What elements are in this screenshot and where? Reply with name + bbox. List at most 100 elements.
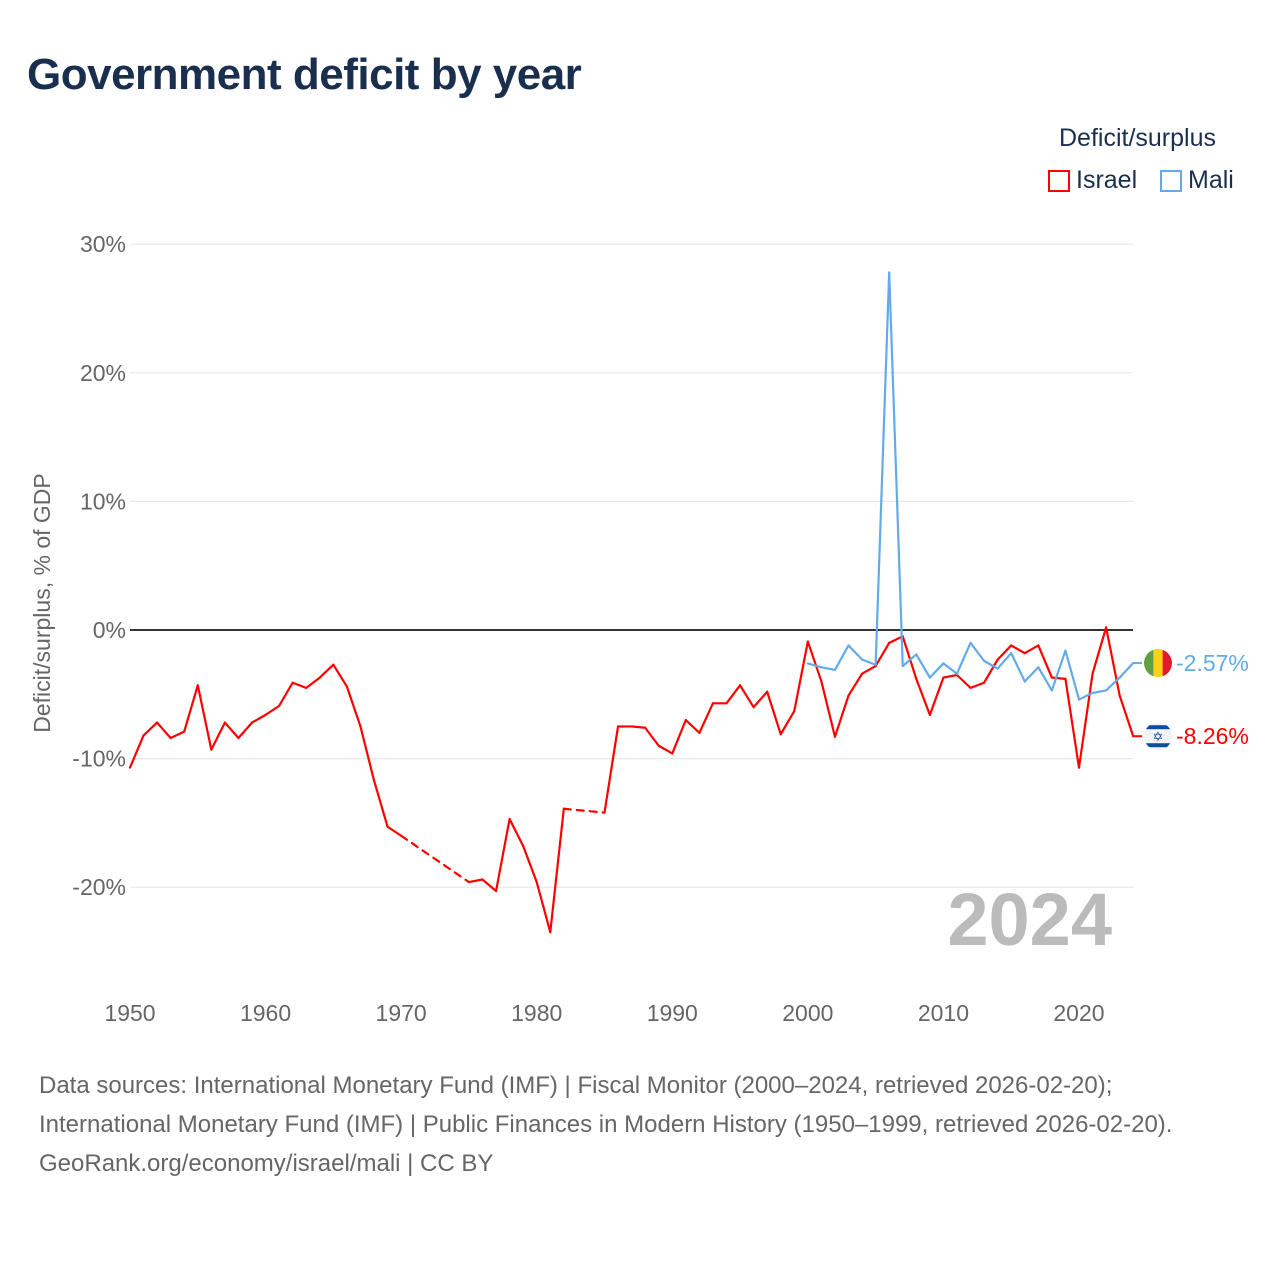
x-tick-label: 2000 (782, 1000, 833, 1026)
footer: Data sources: International Monetary Fun… (39, 1066, 1239, 1183)
israel-line-segment (955, 673, 972, 689)
israel-line-segment (657, 744, 674, 755)
star-of-david-icon: ✡ (1153, 730, 1164, 745)
israel-end-value-label: -8.26% (1176, 723, 1249, 749)
y-axis-label: Deficit/surplus, % of GDP (29, 473, 55, 732)
israel-line-segment (793, 640, 809, 713)
israel-line-segment (982, 658, 999, 684)
legend-item-mali[interactable]: Mali (1160, 166, 1234, 195)
israel-line-segment (345, 685, 362, 728)
mali-line-segment (820, 666, 837, 671)
y-tick-label: 10% (80, 488, 126, 514)
israel-line-segment (766, 690, 782, 736)
israel-line-segment (400, 834, 471, 884)
israel-line-segment (1105, 626, 1121, 697)
israel-line-segment (169, 730, 186, 740)
flag-stripe (1153, 649, 1164, 678)
israel-line-segment (752, 690, 769, 709)
y-tick-label: 30% (80, 231, 126, 257)
israel-line-segment (522, 844, 538, 884)
israel-line-segment (318, 663, 335, 679)
mali-line-segment (1023, 666, 1040, 683)
flag-stripe (1144, 743, 1172, 748)
israel-line-segment (942, 673, 959, 679)
israel-line-segment (264, 704, 281, 716)
israel-line-segment (874, 641, 891, 668)
israel-line-segment (888, 635, 904, 644)
y-tick-label: 20% (80, 360, 126, 386)
israel-line-segment (1023, 644, 1040, 655)
mali-line-segment (955, 641, 972, 675)
mali-line-segment (928, 662, 945, 679)
israel-line-segment (1037, 644, 1053, 679)
y-tick-label: -20% (72, 874, 126, 900)
mali-line-segment (860, 658, 877, 666)
israel-line-segment (1010, 644, 1026, 655)
source-line-1: Data sources: International Monetary Fun… (39, 1072, 1113, 1099)
mali-line-segment (806, 662, 823, 669)
flag-stripe (1144, 725, 1172, 730)
israel-line-segment (156, 721, 172, 740)
israel-line-segment (1050, 676, 1067, 680)
mali-line-segment (847, 644, 864, 661)
israel-line-segment (915, 677, 931, 716)
israel-line-segment (508, 817, 525, 848)
israel-line-segment (725, 684, 742, 705)
mali-line-segment (942, 662, 959, 675)
israel-line-segment (928, 676, 945, 716)
israel-line-segment (210, 721, 226, 751)
x-tick-label: 1990 (647, 1000, 698, 1026)
mali-line-segment (1064, 649, 1081, 701)
mali-line-segment (1037, 666, 1053, 692)
legend-label-mali: Mali (1188, 166, 1234, 194)
israel-line-segment (1064, 677, 1081, 769)
israel-line-segment (738, 684, 755, 709)
israel-line-segment (806, 640, 823, 683)
legend-item-israel[interactable]: Israel (1048, 166, 1137, 195)
source-line-2: International Monetary Fund (IMF) | Publ… (39, 1111, 1173, 1138)
chart-title: Government deficit by year (27, 50, 582, 99)
israel-line-segment (183, 684, 199, 733)
israel-line-segment (549, 807, 565, 934)
mali-line-segment (901, 653, 918, 668)
legend-swatch-israel (1048, 169, 1070, 192)
mali-flag-icon (1144, 649, 1172, 678)
x-tick-label: 1980 (511, 1000, 562, 1026)
x-tick-label: 1950 (104, 1000, 155, 1026)
israel-line-segment (196, 684, 213, 751)
line-chart: 30% 20% 10% 0% -10% -20% 1950 1960 1970 1980 1990 2… (29, 231, 1249, 1026)
israel-line-segment (372, 779, 389, 828)
israel-line-segment (467, 878, 484, 884)
y-tick-label: -10% (72, 746, 126, 772)
legend-title: Deficit/surplus (1059, 124, 1216, 152)
israel-line-segment (833, 694, 850, 738)
israel-line-segment (1091, 626, 1108, 675)
flag-stripe (1144, 649, 1154, 678)
israel-line-segment (291, 681, 308, 689)
y-tick-label: 0% (93, 617, 126, 643)
israel-line-segment (535, 880, 552, 934)
israel-line-segment (250, 713, 267, 724)
mali-line-segment (996, 652, 1013, 670)
israel-line-segment (603, 725, 620, 814)
israel-line-segment (698, 702, 715, 734)
attribution: GeoRank.org/economy/israel/mali | CC BY (39, 1150, 494, 1177)
israel-line-segment (1118, 694, 1135, 738)
israel-line-segment (305, 676, 321, 689)
legend-label-israel: Israel (1076, 166, 1138, 194)
israel-line-segment (630, 725, 647, 729)
x-tick-label: 2010 (918, 1000, 969, 1026)
israel-line-segment (901, 635, 918, 680)
israel-line-segment (820, 680, 837, 738)
israel-line-segment (481, 878, 498, 893)
x-tick-label: 1960 (240, 1000, 291, 1026)
mali-line-segment (969, 641, 986, 662)
x-tick-label: 2020 (1053, 1000, 1104, 1026)
mali-line-segment (1050, 649, 1067, 692)
legend-swatch-mali (1160, 169, 1182, 192)
israel-line-segment (494, 817, 511, 893)
israel-line-segment (996, 644, 1013, 661)
israel-line-segment (332, 663, 349, 688)
mali-line-segment (1118, 661, 1135, 679)
